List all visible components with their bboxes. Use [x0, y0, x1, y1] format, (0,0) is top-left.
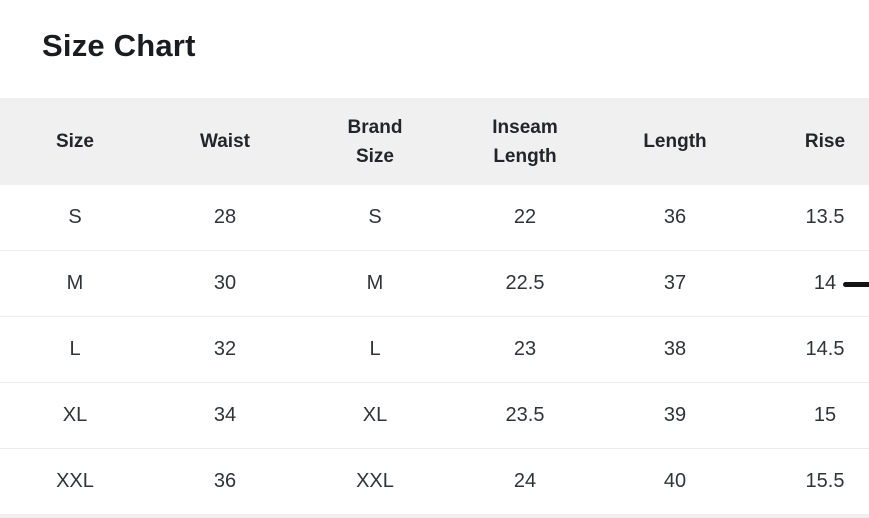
- size-chart-table: Size Waist Brand Size Inseam Length Leng…: [0, 98, 869, 515]
- table-row-l: L 32 L 23 38 14.5: [0, 317, 869, 383]
- cell-brand: M: [366, 272, 384, 294]
- table-row-s: S 28 S 22 36 13.5: [0, 185, 869, 251]
- column-header-length: Length: [643, 131, 707, 152]
- cell-size: S: [68, 206, 82, 228]
- cell-inseam: 23: [513, 338, 537, 360]
- cell-length: 40: [663, 470, 687, 492]
- table-row-xl: XL 34 XL 23.5 39 15: [0, 383, 869, 449]
- table-header-row: Size Waist Brand Size Inseam Length Leng…: [0, 98, 869, 185]
- table-row-xxl: XXL 36 XXL 24 40 15.5: [0, 449, 869, 515]
- size-chart-table-scroll-area[interactable]: Size Waist Brand Size Inseam Length Leng…: [0, 98, 869, 515]
- cell-inseam: 22: [513, 206, 537, 228]
- cell-size: XXL: [56, 470, 94, 492]
- cell-length: 38: [663, 338, 687, 360]
- cell-length: 36: [663, 206, 687, 228]
- cell-inseam: 22.5: [505, 272, 545, 294]
- cell-brand: S: [368, 206, 382, 228]
- cell-rise: 14.5: [805, 338, 845, 360]
- cell-size: M: [66, 272, 84, 294]
- column-header-brand-size: Brand Size: [347, 116, 403, 167]
- cell-waist: 28: [213, 206, 237, 228]
- cell-brand: XXL: [356, 470, 394, 492]
- dash-marker-icon: [843, 282, 869, 287]
- column-header-waist: Waist: [200, 131, 250, 152]
- table-row-m: M 30 M 22.5 37 14: [0, 251, 869, 317]
- cell-waist: 30: [213, 272, 237, 294]
- cell-brand: XL: [362, 404, 388, 426]
- next-section-edge: [0, 514, 869, 518]
- page-title: Size Chart: [42, 28, 196, 63]
- cell-size: L: [69, 338, 81, 360]
- cell-inseam: 23.5: [505, 404, 545, 426]
- column-header-inseam-length: Inseam Length: [492, 116, 558, 167]
- cell-brand: L: [369, 338, 381, 360]
- cell-inseam: 24: [513, 470, 537, 492]
- cell-waist: 36: [213, 470, 237, 492]
- cell-rise: 14: [813, 272, 837, 294]
- cell-size: XL: [62, 404, 88, 426]
- cell-waist: 34: [213, 404, 237, 426]
- cell-rise: 13.5: [805, 206, 845, 228]
- cell-waist: 32: [213, 338, 237, 360]
- column-header-size: Size: [55, 131, 95, 152]
- cell-rise: 15.5: [805, 470, 845, 492]
- column-header-rise: Rise: [804, 131, 846, 152]
- cell-length: 39: [663, 404, 687, 426]
- cell-length: 37: [663, 272, 687, 294]
- cell-rise: 15: [813, 404, 837, 426]
